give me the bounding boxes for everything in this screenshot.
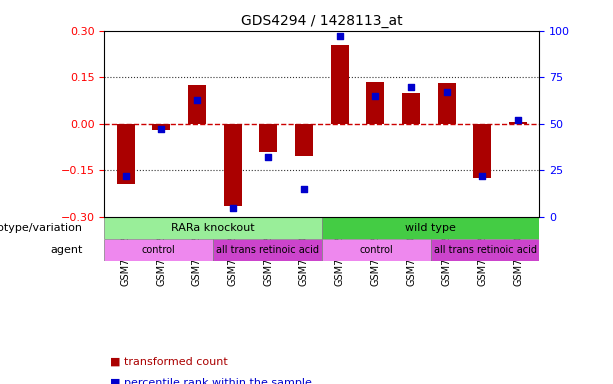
Bar: [367, 82, 384, 124]
Bar: [331, 45, 349, 124]
Bar: [402, 93, 420, 124]
Text: all trans retinoic acid: all trans retinoic acid: [216, 245, 319, 255]
FancyBboxPatch shape: [322, 239, 430, 261]
Point: [299, 186, 309, 192]
Title: GDS4294 / 1428113_at: GDS4294 / 1428113_at: [241, 14, 403, 28]
FancyBboxPatch shape: [322, 217, 539, 239]
Point: [156, 126, 166, 132]
Bar: [509, 122, 527, 124]
Bar: [295, 124, 313, 156]
Bar: [438, 83, 455, 124]
FancyBboxPatch shape: [104, 217, 322, 239]
Point: [264, 154, 273, 161]
Bar: [473, 124, 491, 178]
Point: [513, 117, 523, 123]
Text: all trans retinoic acid: all trans retinoic acid: [433, 245, 536, 255]
Bar: [224, 124, 242, 206]
FancyBboxPatch shape: [213, 239, 322, 261]
Point: [335, 33, 345, 40]
Bar: [116, 124, 134, 184]
Point: [192, 96, 202, 103]
Text: ■ percentile rank within the sample: ■ percentile rank within the sample: [110, 378, 312, 384]
Text: control: control: [359, 245, 393, 255]
Point: [228, 205, 238, 211]
Text: control: control: [142, 245, 175, 255]
Point: [370, 93, 380, 99]
Point: [478, 173, 487, 179]
Text: ■ transformed count: ■ transformed count: [110, 357, 228, 367]
Text: agent: agent: [50, 245, 83, 255]
Text: genotype/variation: genotype/variation: [0, 223, 83, 233]
Bar: [153, 124, 170, 130]
Point: [442, 89, 452, 95]
Point: [406, 83, 416, 89]
Point: [121, 173, 131, 179]
Text: RARa knockout: RARa knockout: [171, 223, 255, 233]
Bar: [259, 124, 277, 152]
Bar: [188, 85, 206, 124]
Text: wild type: wild type: [405, 223, 456, 233]
FancyBboxPatch shape: [104, 239, 213, 261]
FancyBboxPatch shape: [430, 239, 539, 261]
